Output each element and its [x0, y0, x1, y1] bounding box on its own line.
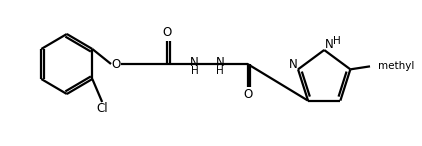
- Text: N: N: [325, 39, 333, 52]
- Text: methyl: methyl: [378, 61, 414, 71]
- Text: H: H: [191, 66, 198, 76]
- Text: N: N: [216, 55, 225, 68]
- Text: Cl: Cl: [96, 101, 108, 114]
- Text: O: O: [111, 58, 121, 71]
- Text: N: N: [190, 55, 199, 68]
- Text: O: O: [243, 88, 252, 101]
- Text: H: H: [333, 36, 341, 46]
- Text: O: O: [162, 27, 172, 40]
- Text: H: H: [216, 66, 224, 76]
- Text: N: N: [289, 58, 298, 71]
